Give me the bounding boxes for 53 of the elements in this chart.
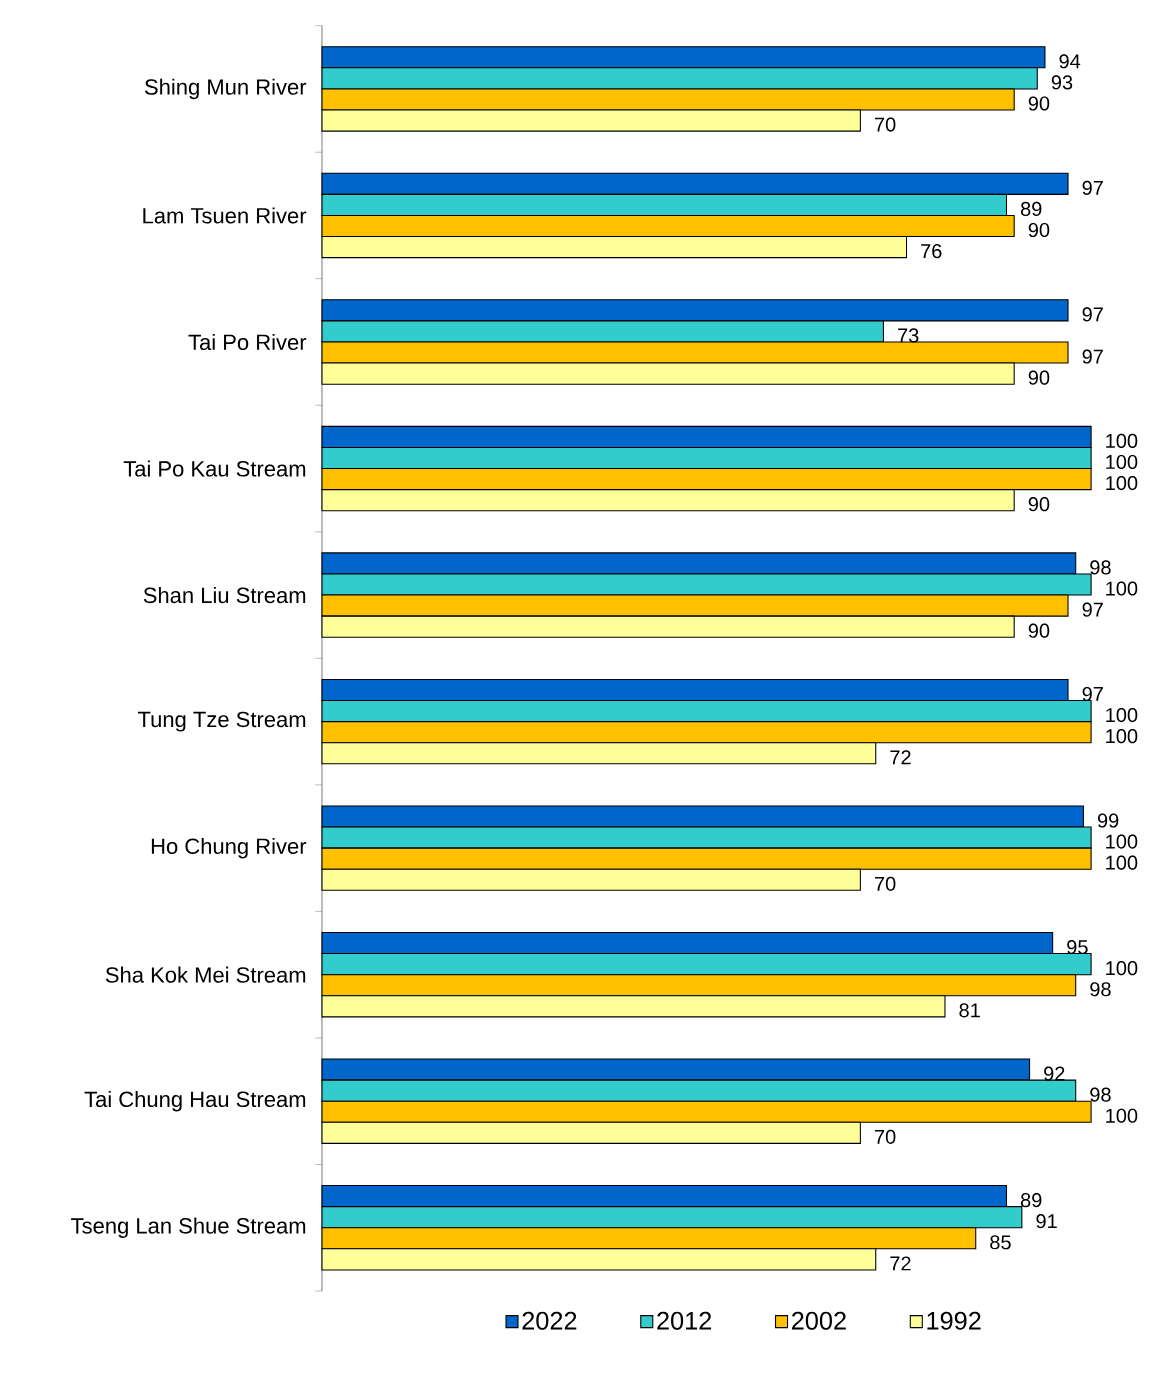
y-tick-label: Shan Liu Stream [143,587,306,604]
y-tick-label: Tseng Lan Shue Stream [71,1217,306,1238]
data-label: 72 [890,750,911,765]
data-label: 97 [1082,307,1103,322]
data-label: 85 [990,1235,1011,1250]
data-label: 90 [1028,370,1050,385]
y-tick-label: Lam Tsuen River [143,207,307,224]
data-label: 97 [1082,180,1103,195]
data-label: 100 [1106,475,1138,491]
data-label: 98 [1090,1087,1111,1102]
legend-label: 1992 [927,1311,981,1330]
data-label: 98 [1090,982,1111,997]
data-label: 81 [959,1003,980,1018]
data-label: 98 [1090,560,1111,575]
data-label: 89 [1020,1193,1042,1208]
data-label: 100 [1106,433,1138,448]
data-label: 97 [1082,602,1103,617]
y-tick-label: Tai Po River [188,333,307,351]
data-label: 76 [921,244,942,259]
data-label: 70 [874,1129,896,1144]
data-label: 99 [1097,813,1119,828]
data-label: 90 [1028,623,1050,638]
data-label: 100 [1106,729,1138,744]
y-tick-label: Shing Mun River [145,78,307,100]
data-label: 100 [1106,855,1138,870]
data-label: 90 [1028,96,1050,111]
data-label: 92 [1044,1066,1065,1081]
legend-label: 2012 [657,1311,712,1330]
data-label: 100 [1106,961,1138,976]
data-label: 70 [874,876,896,891]
data-label: 97 [1082,686,1103,702]
y-tick-label: Sha Kok Mei Stream [105,966,306,983]
data-label: 70 [874,117,896,132]
data-label: 97 [1082,349,1103,364]
data-label: 100 [1106,1108,1138,1123]
y-tick-label: Tung Tze Stream [137,711,306,732]
y-tick-label: Ho Chung River [151,837,307,859]
legend-label: 2002 [792,1311,846,1330]
data-label: 100 [1106,454,1138,470]
y-tick-label: Tai Po Kau Stream [123,460,306,477]
data-label: 94 [1059,54,1081,69]
data-label: 100 [1106,834,1138,849]
legend-label: 2022 [522,1311,577,1330]
data-label: 93 [1051,75,1073,90]
y-tick-label: Tai Chung Hau Stream [84,1090,306,1112]
data-label: 90 [1028,222,1050,238]
data-label: 72 [890,1256,911,1271]
data-label: 90 [1028,497,1050,512]
data-label: 100 [1106,581,1138,596]
data-label: 91 [1036,1214,1057,1229]
data-label: 100 [1106,707,1138,723]
data-label: 89 [1020,201,1042,216]
data-label: 73 [898,328,919,343]
